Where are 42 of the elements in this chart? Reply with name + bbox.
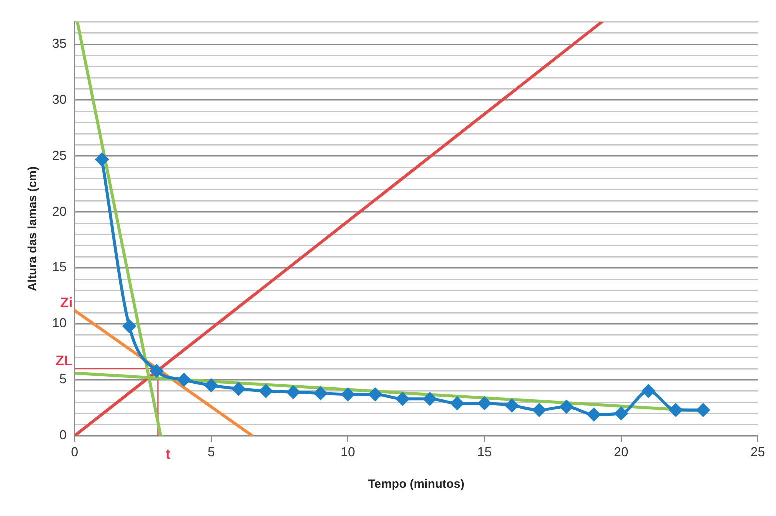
point bbox=[450, 397, 464, 410]
point bbox=[614, 407, 628, 420]
point bbox=[478, 397, 492, 410]
x-tick-label: 20 bbox=[614, 444, 629, 460]
point bbox=[642, 384, 656, 398]
y-tick-label: 10 bbox=[52, 316, 67, 331]
x-axis-title: Tempo (minutos) bbox=[368, 477, 465, 492]
y-tick-label: 15 bbox=[52, 260, 67, 275]
text: t bbox=[166, 446, 171, 462]
y-tick-label: 35 bbox=[52, 36, 67, 51]
point bbox=[150, 364, 164, 378]
x-tick-label: 5 bbox=[208, 444, 216, 460]
point bbox=[396, 392, 410, 406]
point bbox=[96, 153, 109, 166]
y-tick-label: 20 bbox=[52, 204, 67, 219]
y-tick-label: 25 bbox=[52, 148, 67, 163]
text: Zi bbox=[60, 294, 73, 311]
point bbox=[123, 320, 136, 333]
point bbox=[368, 388, 382, 402]
x-tick-label: 0 bbox=[71, 444, 78, 460]
x-tick-label: 10 bbox=[340, 444, 356, 460]
point bbox=[670, 404, 683, 417]
y-tick-label: 0 bbox=[60, 428, 67, 443]
point bbox=[260, 384, 273, 398]
point bbox=[232, 382, 246, 396]
point bbox=[286, 386, 300, 399]
point bbox=[532, 404, 546, 417]
y-tick-label: 30 bbox=[52, 92, 67, 107]
point bbox=[560, 400, 574, 414]
point bbox=[342, 388, 355, 402]
point bbox=[588, 408, 601, 422]
point bbox=[204, 379, 218, 392]
y-tick-label: 5 bbox=[60, 372, 67, 387]
text: ZL bbox=[56, 352, 74, 369]
point bbox=[424, 392, 437, 406]
x-tick-label: 25 bbox=[750, 444, 766, 460]
point bbox=[178, 374, 191, 387]
point bbox=[314, 386, 328, 400]
x-tick-label: 15 bbox=[478, 444, 492, 460]
point bbox=[506, 399, 519, 412]
point bbox=[696, 404, 710, 417]
y-axis-title: Altura das lamas (cm) bbox=[26, 166, 40, 292]
